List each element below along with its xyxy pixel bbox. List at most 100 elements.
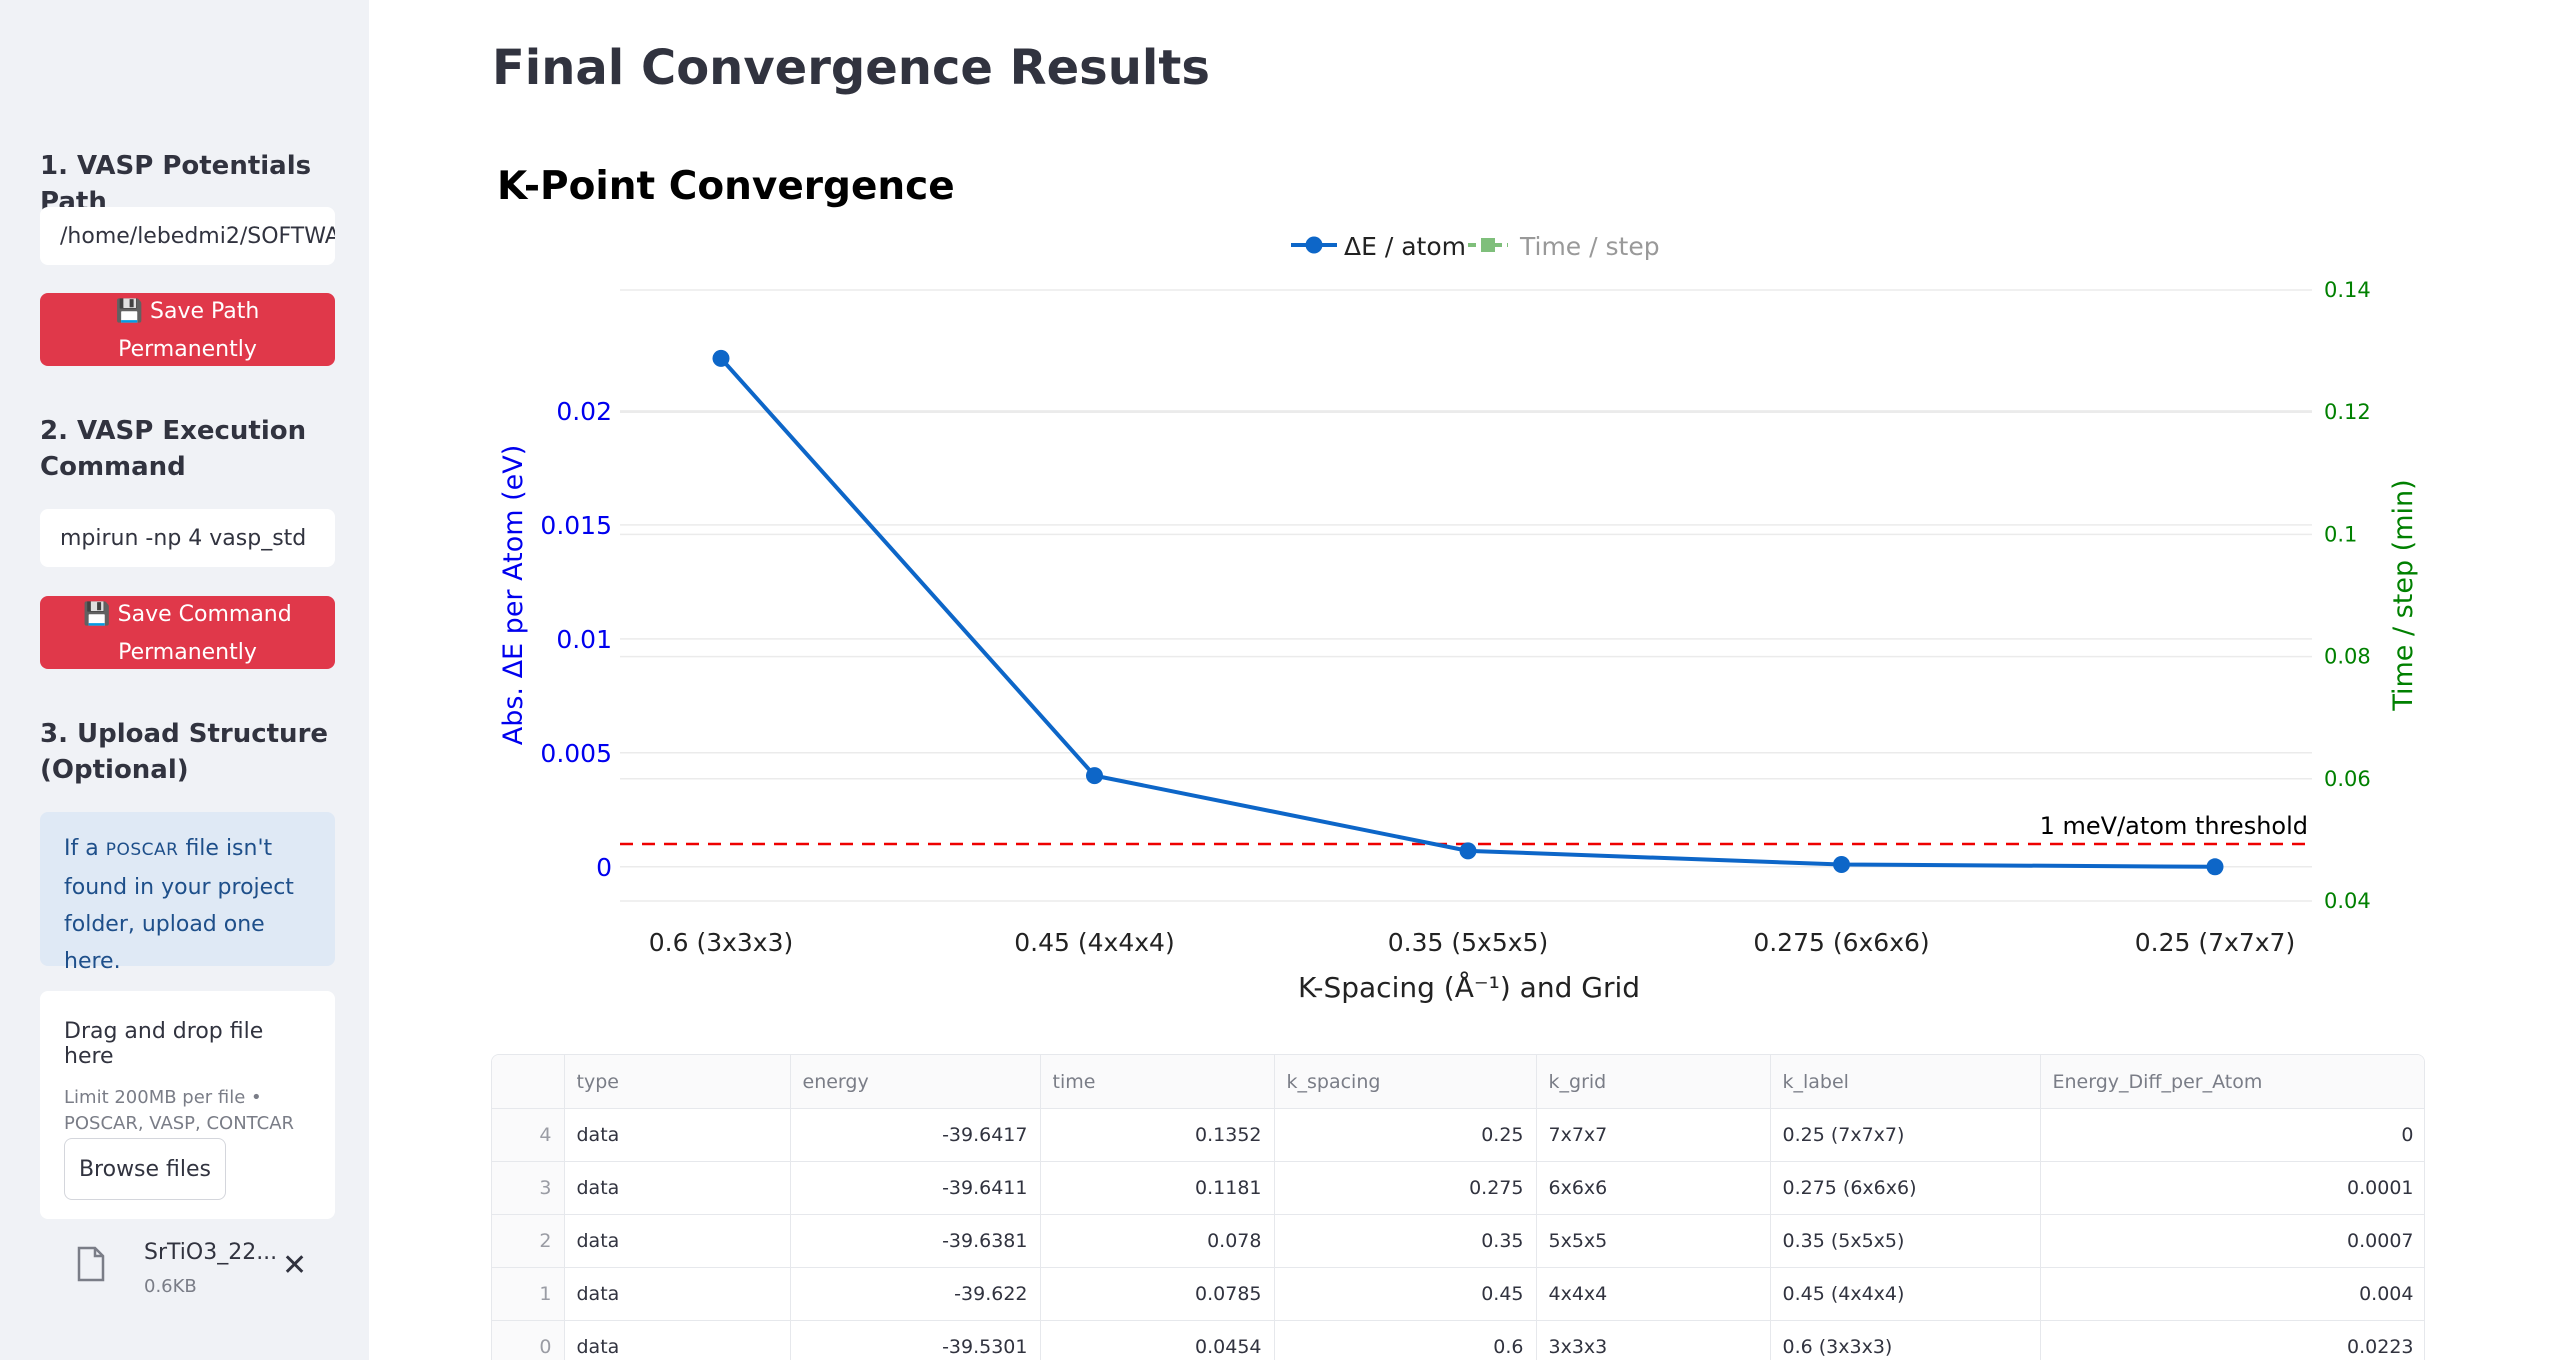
table-cell-energy: -39.622 [790, 1267, 1041, 1321]
table-cell-k_spacing: 0.45 [1274, 1267, 1537, 1321]
table-body: 4 data -39.6417 0.1352 0.25 7x7x7 0.25 (7x7x7)… [492, 1108, 2424, 1360]
y2-tick-label: 0.04 [2324, 889, 2371, 913]
table-cell-k_label: 0.45 (4x4x4) [1770, 1267, 2041, 1321]
execution-command-heading: 2. VASP Execution Command [40, 416, 307, 482]
table-cell-Energy_Diff_per_Atom: 0.0001 [2040, 1161, 2424, 1215]
table-cell-Energy_Diff_per_Atom: 0 [2040, 1108, 2424, 1162]
energy-series-line [719, 357, 2216, 869]
browse-files-button[interactable]: Browse files [64, 1138, 226, 1200]
convergence-chart: 0.04 0.06 0.08 0.1 0.12 0.14 0 0.005 0.01 0.015 0.… [498, 232, 2419, 1004]
energy-point [2206, 858, 2224, 876]
save-path-button[interactable]: 💾 Save Path Permanently [40, 293, 335, 366]
dropzone-limit: Limit 200MB per file • POSCAR, VASP, CON… [64, 1087, 295, 1134]
file-icon [76, 1246, 106, 1286]
table-cell-Energy_Diff_per_Atom: 0.0223 [2040, 1320, 2424, 1360]
info-text-prefix: If a [64, 836, 106, 861]
table-cell-k_label: 0.275 (6x6x6) [1770, 1161, 2041, 1215]
uploaded-file-item: SrTiO3_22... 0.6KB ✕ [70, 1236, 330, 1306]
table-row[interactable]: 1 data -39.622 0.0785 0.45 4x4x4 0.45 (4x4x4) 0… [492, 1267, 2424, 1321]
table-cell-k_spacing: 0.275 [1274, 1161, 1537, 1215]
legend-time-label: Time / step [1519, 232, 1660, 261]
table-cell-type: data [564, 1320, 791, 1360]
energy-point [1459, 842, 1477, 860]
table-cell-time: 0.0785 [1040, 1267, 1275, 1321]
y2-tick-label: 0.06 [2324, 767, 2371, 791]
table-cell-k_label: 0.6 (3x3x3) [1770, 1320, 2041, 1360]
energy-point [712, 349, 730, 367]
y-tick-label: 0.015 [540, 511, 612, 540]
table-cell-index: 0 [492, 1320, 565, 1360]
table-row[interactable]: 3 data -39.6411 0.1181 0.275 6x6x6 0.275 (6x6x… [492, 1161, 2424, 1215]
legend-energy-label: ΔE / atom [1344, 232, 1466, 261]
table-cell-k_grid: 6x6x6 [1536, 1161, 1771, 1215]
table-cell-time: 0.1181 [1040, 1161, 1275, 1215]
info-poscar-code: POSCAR [105, 840, 179, 860]
save-command-button[interactable]: 💾 Save Command Permanently [40, 596, 335, 669]
table-row[interactable]: 0 data -39.5301 0.0454 0.6 3x3x3 0.6 (3x3x3) 0.… [492, 1320, 2424, 1360]
execution-command-input[interactable]: mpirun -np 4 vasp_std [40, 509, 335, 567]
potentials-path-heading: 1. VASP Potentials Path [40, 151, 312, 217]
y2-axis-title: Time / step (min) [2388, 479, 2419, 711]
table-cell-energy: -39.6411 [790, 1161, 1041, 1215]
y-tick-label: 0.02 [556, 397, 612, 426]
table-cell-k_spacing: 0.25 [1274, 1108, 1537, 1162]
x-tick-label: 0.45 (4x4x4) [1014, 928, 1174, 957]
table-cell-k_spacing: 0.6 [1274, 1320, 1537, 1360]
x-tick-label: 0.6 (3x3x3) [649, 928, 794, 957]
table-cell-energy: -39.5301 [790, 1320, 1041, 1360]
file-dropzone[interactable]: Drag and drop file here Limit 200MB per … [40, 991, 335, 1219]
column-header-time[interactable]: time [1040, 1055, 1275, 1109]
table-cell-k_spacing: 0.35 [1274, 1214, 1537, 1268]
column-header-k_grid[interactable]: k_grid [1536, 1055, 1771, 1109]
energy-point [1833, 856, 1850, 874]
dropzone-label: Drag and drop file here [64, 1019, 264, 1069]
x-tick-label: 0.35 (5x5x5) [1388, 928, 1548, 957]
table-cell-k_grid: 3x3x3 [1536, 1320, 1771, 1360]
upload-structure-heading: 3. Upload Structure (Optional) [40, 719, 329, 785]
results-table[interactable]: type energy time k_spacing k_grid k_label Ener… [491, 1054, 2425, 1360]
table-row[interactable]: 2 data -39.6381 0.078 0.35 5x5x5 0.35 (5x5x5) 0… [492, 1214, 2424, 1268]
sidebar: 1. VASP Potentials Path /home/lebedmi2/S… [0, 0, 369, 1360]
chart-title: K-Point Convergence [497, 164, 955, 209]
x-tick-label: 0.275 (6x6x6) [1753, 928, 1929, 957]
column-header-k_spacing[interactable]: k_spacing [1274, 1055, 1537, 1109]
y2-tick-label: 0.08 [2324, 645, 2371, 669]
y2-tick-label: 0.1 [2324, 522, 2357, 546]
table-cell-type: data [564, 1108, 791, 1162]
table-row[interactable]: 4 data -39.6417 0.1352 0.25 7x7x7 0.25 (7x7x7)… [492, 1108, 2424, 1162]
column-header-index[interactable] [492, 1055, 565, 1109]
page-title: Final Convergence Results [492, 40, 1210, 96]
column-header-energy[interactable]: energy [790, 1055, 1041, 1109]
potentials-path-input[interactable]: /home/lebedmi2/SOFTWA [40, 207, 335, 265]
table-cell-k_label: 0.35 (5x5x5) [1770, 1214, 2041, 1268]
column-header-Energy_Diff_per_Atom[interactable]: Energy_Diff_per_Atom [2040, 1055, 2424, 1109]
y2-tick-label: 0.12 [2324, 400, 2371, 424]
table-cell-Energy_Diff_per_Atom: 0.004 [2040, 1267, 2424, 1321]
energy-point [1086, 767, 1103, 785]
legend-energy-marker [1305, 236, 1323, 254]
x-tick-label: 0.25 (7x7x7) [2135, 928, 2295, 957]
table-cell-index: 3 [492, 1161, 565, 1215]
upload-info-box: If a POSCAR file isn't found in your pro… [40, 812, 335, 974]
table-cell-time: 0.0454 [1040, 1320, 1275, 1360]
column-header-type[interactable]: type [564, 1055, 791, 1109]
table-cell-index: 1 [492, 1267, 565, 1321]
info-text-suffix: file isn't found in your project folder,… [64, 836, 294, 974]
table-cell-energy: -39.6381 [790, 1214, 1041, 1268]
y-axis-title: Abs. ΔE per Atom (eV) [498, 445, 529, 746]
table-cell-index: 4 [492, 1108, 565, 1162]
close-icon[interactable]: ✕ [282, 1248, 308, 1283]
table-cell-k_grid: 5x5x5 [1536, 1214, 1771, 1268]
column-header-k_label[interactable]: k_label [1770, 1055, 2041, 1109]
uploaded-file-name: SrTiO3_22... [144, 1240, 278, 1265]
table-cell-k_grid: 4x4x4 [1536, 1267, 1771, 1321]
x-axis-title: K-Spacing (Å⁻¹) and Grid [1298, 970, 1640, 1004]
table-cell-type: data [564, 1267, 791, 1321]
y2-tick-label: 0.14 [2324, 278, 2371, 302]
table-cell-k_label: 0.25 (7x7x7) [1770, 1108, 2041, 1162]
table-cell-type: data [564, 1214, 791, 1268]
uploaded-file-size: 0.6KB [144, 1276, 197, 1297]
threshold-label: 1 meV/atom threshold [2040, 812, 2308, 840]
table-cell-energy: -39.6417 [790, 1108, 1041, 1162]
table-cell-Energy_Diff_per_Atom: 0.0007 [2040, 1214, 2424, 1268]
